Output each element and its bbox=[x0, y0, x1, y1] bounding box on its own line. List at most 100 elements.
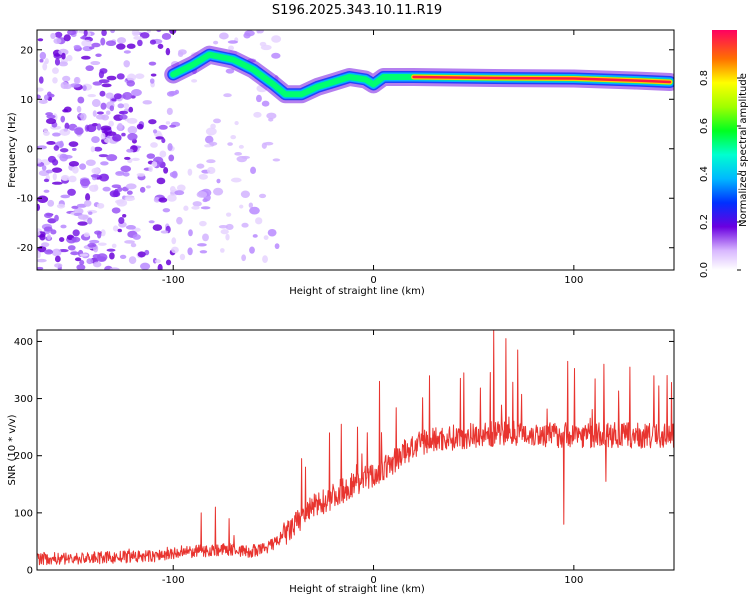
noise-blob bbox=[158, 124, 168, 130]
noise-blob bbox=[255, 217, 263, 225]
noise-blob bbox=[50, 32, 56, 40]
noise-blob bbox=[73, 44, 81, 50]
noise-blob bbox=[126, 73, 137, 82]
noise-blob bbox=[122, 172, 130, 177]
noise-blob bbox=[72, 229, 80, 237]
noise-blob bbox=[67, 245, 76, 251]
noise-blob bbox=[85, 65, 94, 72]
noise-blob bbox=[187, 247, 193, 256]
noise-blob bbox=[213, 40, 219, 45]
noise-blob bbox=[131, 89, 142, 97]
noise-blob bbox=[52, 173, 57, 181]
noise-blob bbox=[91, 167, 101, 174]
noise-blob bbox=[122, 91, 133, 100]
noise-blob bbox=[202, 198, 208, 203]
noise-blob bbox=[263, 141, 274, 146]
noise-blob bbox=[249, 206, 260, 215]
noise-blob bbox=[52, 132, 61, 137]
noise-blob bbox=[42, 62, 48, 71]
noise-blob bbox=[225, 212, 232, 217]
noise-blob bbox=[261, 100, 270, 107]
noise-blob bbox=[162, 208, 171, 213]
snr-ytick-label: 100 bbox=[14, 508, 33, 519]
noise-blob bbox=[119, 254, 127, 259]
noise-blob bbox=[234, 120, 239, 126]
snr-xlabel: Height of straight line (km) bbox=[289, 584, 425, 595]
noise-blob bbox=[267, 228, 277, 237]
noise-blob bbox=[123, 60, 130, 68]
noise-blob bbox=[79, 259, 85, 266]
noise-blob bbox=[108, 120, 114, 127]
noise-blob bbox=[60, 115, 66, 123]
noise-blob bbox=[51, 248, 62, 257]
noise-blob bbox=[241, 155, 250, 159]
noise-blob bbox=[111, 243, 117, 248]
snr-ticks: -100 0 100 0 100 200 300 400 bbox=[14, 330, 674, 586]
noise-blob bbox=[117, 103, 125, 109]
noise-blob bbox=[85, 159, 96, 166]
noise-blob bbox=[136, 172, 146, 177]
noise-blob bbox=[137, 251, 146, 258]
noise-blob bbox=[213, 118, 222, 124]
noise-blob bbox=[58, 237, 65, 242]
noise-blob bbox=[168, 154, 175, 162]
noise-blob bbox=[52, 77, 58, 84]
noise-blob bbox=[204, 135, 214, 144]
noise-blob bbox=[91, 136, 100, 143]
noise-blob bbox=[176, 216, 183, 225]
noise-blob bbox=[205, 127, 217, 136]
noise-blob bbox=[81, 39, 92, 47]
noise-blob bbox=[100, 102, 107, 110]
noise-blob bbox=[60, 81, 69, 90]
snr-ytick-label: 400 bbox=[14, 337, 33, 348]
noise-blob bbox=[79, 163, 87, 170]
noise-blob bbox=[188, 229, 193, 237]
noise-blob bbox=[149, 78, 155, 84]
noise-blob bbox=[196, 163, 205, 169]
noise-blob bbox=[149, 39, 157, 45]
noise-blob bbox=[174, 190, 185, 196]
noise-blob bbox=[241, 254, 247, 262]
noise-blob bbox=[146, 153, 156, 159]
noise-blob bbox=[97, 242, 107, 246]
noise-blob bbox=[118, 110, 129, 115]
noise-blob bbox=[39, 58, 44, 63]
noise-blob bbox=[225, 68, 235, 74]
noise-blob bbox=[112, 225, 119, 232]
noise-blob bbox=[46, 141, 56, 145]
noise-blob bbox=[109, 105, 115, 112]
spectrogram-noise bbox=[37, 30, 282, 270]
colorbar-ticks: 0.0 0.2 0.4 0.6 0.8 bbox=[699, 70, 741, 278]
noise-blob bbox=[59, 140, 64, 147]
noise-blob bbox=[126, 190, 133, 195]
noise-blob bbox=[38, 99, 48, 104]
noise-blob bbox=[124, 240, 135, 244]
noise-blob bbox=[37, 87, 44, 92]
noise-blob bbox=[139, 32, 150, 39]
noise-blob bbox=[38, 76, 44, 84]
noise-blob bbox=[92, 81, 103, 86]
spectrogram-ytick-label: -20 bbox=[17, 243, 33, 254]
noise-blob bbox=[259, 41, 267, 47]
colorbar-tick-label: 0.4 bbox=[699, 166, 710, 182]
noise-blob bbox=[89, 239, 100, 244]
noise-blob bbox=[271, 52, 281, 59]
noise-blob bbox=[67, 188, 76, 196]
noise-blob bbox=[37, 38, 44, 42]
noise-blob bbox=[102, 186, 111, 192]
noise-blob bbox=[156, 177, 166, 185]
noise-blob bbox=[37, 94, 41, 100]
noise-blob bbox=[46, 234, 52, 240]
noise-blob bbox=[135, 73, 145, 80]
noise-blob bbox=[124, 156, 131, 160]
noise-blob bbox=[238, 144, 244, 149]
noise-blob bbox=[37, 251, 41, 259]
noise-blob bbox=[239, 204, 244, 209]
colorbar-tick-label: 0.8 bbox=[699, 70, 710, 86]
noise-blob bbox=[165, 259, 172, 266]
noise-blob bbox=[210, 123, 216, 129]
noise-blob bbox=[74, 77, 80, 83]
noise-blob bbox=[63, 128, 68, 132]
noise-blob bbox=[152, 224, 163, 231]
